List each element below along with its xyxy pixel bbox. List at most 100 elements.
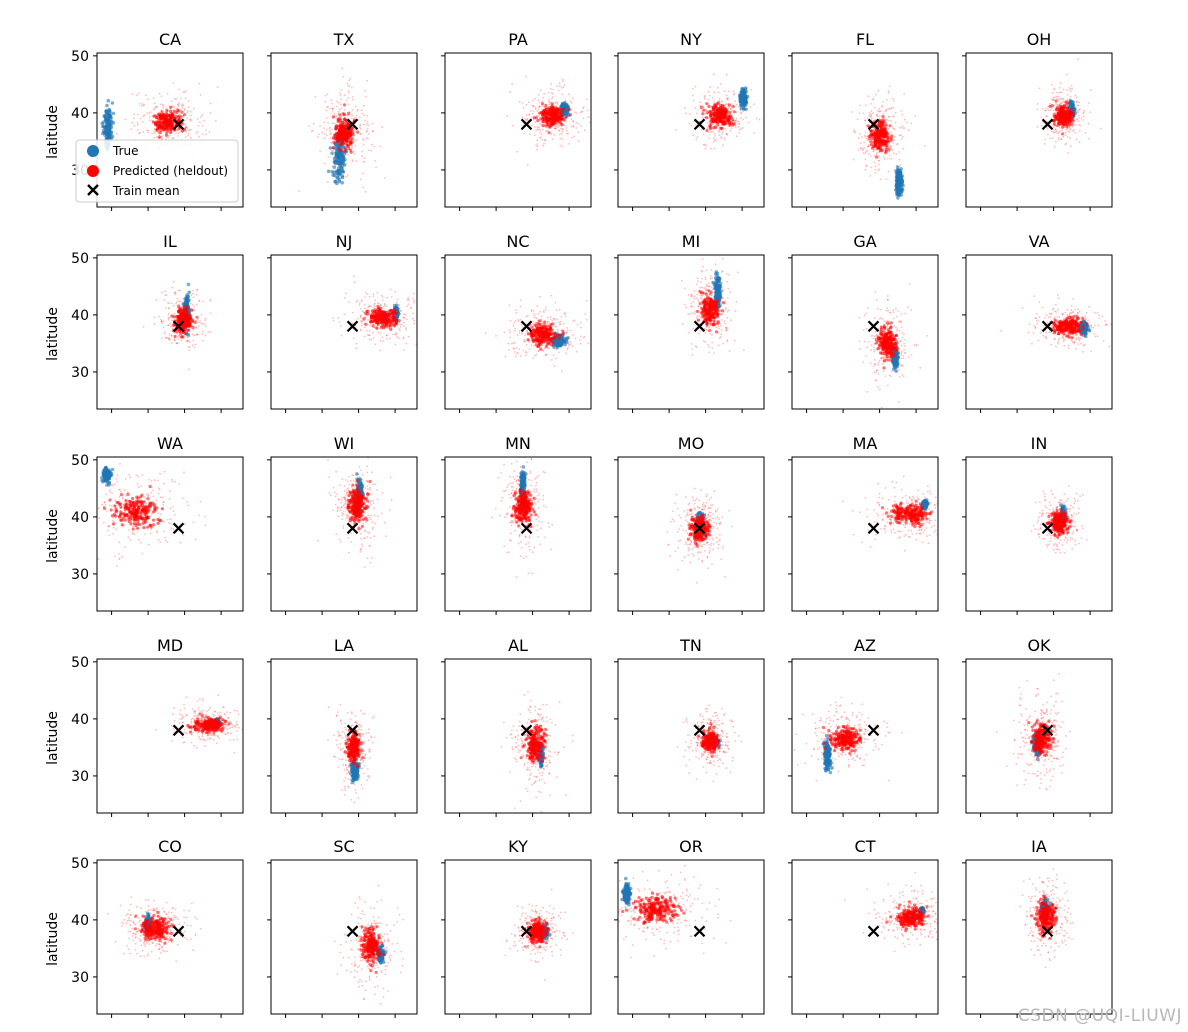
pred-point-halo: [344, 296, 346, 299]
pred-point-core: [719, 114, 723, 118]
pred-point-halo: [359, 308, 362, 310]
pred-point-halo: [154, 106, 157, 109]
pred-point-halo: [404, 313, 407, 316]
pred-point-halo: [1057, 131, 1060, 134]
pred-point-halo: [209, 299, 211, 302]
pred-point-halo: [534, 106, 537, 109]
pred-point-halo: [381, 336, 384, 339]
pred-point-core: [711, 120, 715, 124]
pred-point-halo: [1082, 115, 1085, 118]
pred-point-halo: [323, 127, 325, 130]
pred-point-halo: [168, 317, 170, 319]
pred-point-halo: [181, 104, 183, 107]
pred-point-halo: [399, 325, 402, 328]
pred-point-core: [177, 304, 181, 308]
pred-point-halo: [141, 102, 144, 105]
pred-point-halo: [329, 107, 331, 110]
pred-point-halo: [188, 368, 190, 371]
pred-point-halo: [138, 132, 140, 135]
pred-point-halo: [1047, 133, 1049, 136]
pred-point-halo: [581, 110, 584, 113]
pred-point-halo: [412, 312, 415, 315]
pred-point-halo: [721, 100, 723, 102]
pred-point-halo: [197, 318, 199, 321]
pred-point-halo: [165, 294, 168, 296]
pred-point-halo: [365, 137, 368, 139]
pred-point-halo: [137, 92, 140, 95]
pred-point-halo: [395, 333, 398, 335]
pred-point-halo: [142, 131, 145, 133]
pred-point-halo: [325, 109, 328, 112]
pred-point-halo: [346, 82, 349, 85]
pred-point-halo: [399, 329, 401, 332]
pred-point-halo: [349, 77, 352, 80]
pred-point-core: [184, 322, 188, 326]
pred-point-halo: [368, 334, 371, 337]
pred-point-halo: [900, 138, 903, 140]
pred-point-halo: [324, 94, 327, 97]
pred-point-core: [195, 315, 199, 319]
pred-point-core: [339, 149, 343, 153]
pred-point-core: [186, 319, 190, 323]
pred-point-halo: [195, 132, 198, 135]
pred-point-halo: [890, 107, 893, 110]
pred-point-halo: [331, 108, 334, 110]
pred-point-core: [338, 138, 342, 142]
pred-point-halo: [382, 340, 384, 343]
pred-point-halo: [190, 136, 192, 139]
pred-point-halo: [180, 339, 183, 342]
pred-point-halo: [326, 93, 329, 96]
pred-point-halo: [188, 341, 191, 343]
pred-point-halo: [864, 119, 867, 122]
pred-point-halo: [561, 78, 564, 81]
pred-point-core: [1068, 110, 1072, 114]
pred-point-halo: [575, 112, 578, 115]
pred-point-halo: [882, 101, 885, 103]
pred-point-halo: [166, 92, 169, 95]
pred-point-halo: [899, 164, 902, 167]
pred-point-halo: [536, 139, 539, 142]
pred-point-halo: [351, 311, 354, 314]
pred-point-halo: [1077, 114, 1080, 117]
pred-point-core: [1055, 107, 1059, 111]
subplot-ny: NY: [614, 30, 765, 211]
pred-point-core: [1063, 117, 1067, 122]
pred-point-halo: [713, 132, 716, 135]
pred-point-halo: [885, 108, 887, 111]
pred-point-halo: [892, 97, 894, 100]
pred-point-halo: [347, 84, 350, 87]
pred-point-halo: [197, 325, 200, 328]
pred-point-halo: [594, 129, 596, 131]
pred-point-halo: [712, 137, 715, 140]
pred-point-halo: [703, 96, 706, 98]
pred-point-halo: [728, 106, 730, 109]
pred-point-halo: [725, 133, 728, 136]
pred-point-halo: [366, 293, 369, 296]
pred-point-halo: [511, 124, 514, 127]
pred-point-halo: [192, 339, 195, 342]
pred-point-halo: [359, 123, 362, 126]
pred-point-halo: [201, 333, 204, 335]
pred-point-core: [866, 124, 870, 128]
pred-point-halo: [174, 291, 176, 294]
pred-point-halo: [186, 111, 189, 114]
pred-point-core: [881, 134, 885, 138]
pred-point-halo: [325, 134, 328, 137]
pred-point-halo: [537, 108, 540, 111]
pred-point-halo: [895, 153, 898, 155]
pred-point-halo: [175, 301, 178, 303]
pred-point-halo: [167, 324, 170, 326]
true-point: [187, 290, 191, 295]
pred-point-halo: [1068, 126, 1071, 129]
pred-point-halo: [371, 130, 374, 132]
pred-point-halo: [185, 130, 188, 133]
pred-point-halo: [383, 305, 385, 308]
pred-point-halo: [706, 127, 709, 129]
pred-point-halo: [564, 99, 567, 102]
pred-point-halo: [726, 98, 728, 100]
pred-point-halo: [694, 85, 697, 88]
pred-point-halo: [885, 122, 888, 124]
pred-point-halo: [870, 103, 872, 105]
pred-point-halo: [1087, 102, 1090, 104]
pred-point-halo: [1051, 107, 1053, 109]
